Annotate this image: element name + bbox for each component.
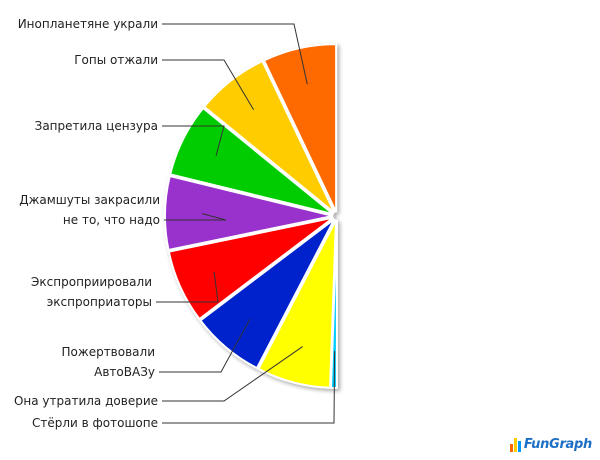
leader-line-7 bbox=[162, 346, 303, 402]
fungraph-logo: FunGraph bbox=[509, 437, 592, 452]
slice-label-1: Инопланетяне украли bbox=[18, 17, 158, 31]
leader-line-4 bbox=[164, 213, 227, 221]
leader-line-2 bbox=[162, 59, 255, 111]
pie-slice-5 bbox=[167, 216, 334, 321]
slice-label-4: Джамшуты закрасили не то, что надо bbox=[19, 193, 160, 227]
leader-line-5 bbox=[156, 271, 219, 303]
slice-label-2: Гопы отжали bbox=[74, 53, 158, 67]
leader-line-6 bbox=[159, 318, 251, 373]
pie-slice-3 bbox=[169, 106, 335, 216]
slice-label-7: Она утратила доверие bbox=[14, 394, 158, 408]
pie-slice-7 bbox=[257, 219, 337, 389]
pie-slice-6 bbox=[199, 218, 336, 370]
pie-slices bbox=[164, 43, 338, 389]
leader-line-8 bbox=[162, 351, 336, 424]
slice-label-5: Экспроприировали экспроприаторы bbox=[31, 275, 152, 309]
logo-bars-icon bbox=[509, 438, 521, 452]
leader-lines bbox=[156, 23, 336, 424]
slice-label-6: Пожертвовали АвтоВАЗу bbox=[62, 345, 155, 379]
pie-slice-4 bbox=[164, 174, 334, 252]
logo-text: FunGraph bbox=[523, 437, 592, 452]
slice-labels: Инопланетяне украли Гопы отжали Запретила … bbox=[14, 17, 160, 430]
leader-line-3 bbox=[162, 125, 225, 156]
pie-slice-2 bbox=[202, 59, 336, 214]
slice-label-8: Стёрли в фотошопе bbox=[32, 416, 158, 430]
slice-label-3: Запретила цензура bbox=[35, 119, 158, 133]
leader-line-1 bbox=[162, 23, 308, 85]
